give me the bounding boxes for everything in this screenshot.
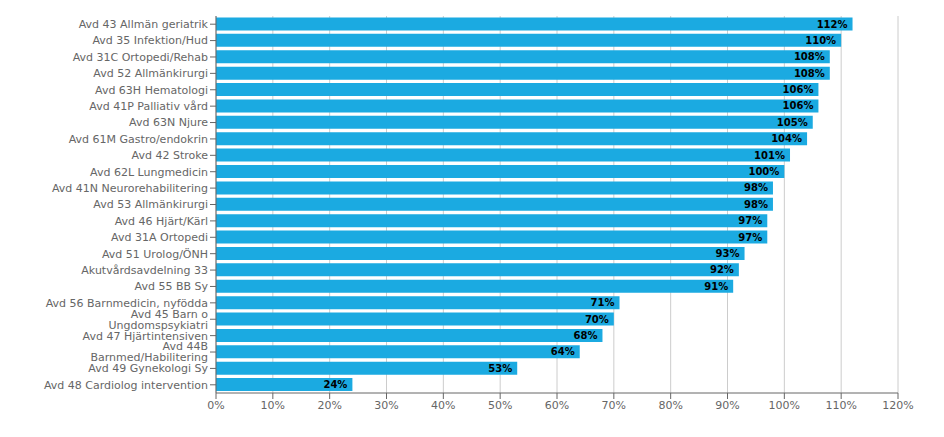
svg-text:Avd 48 Cardiolog intervention: Avd 48 Cardiolog intervention [44,379,208,392]
svg-text:98%: 98% [744,182,768,193]
svg-text:Avd 63N Njure: Avd 63N Njure [129,116,208,129]
svg-text:Avd 43 Allmän geriatrik: Avd 43 Allmän geriatrik [79,18,209,31]
svg-text:50%: 50% [488,399,512,412]
svg-text:24%: 24% [323,379,347,390]
svg-text:Akutvårdsavdelning 33: Akutvårdsavdelning 33 [81,264,208,277]
svg-text:Avd 56 Barnmedicin, nyfödda: Avd 56 Barnmedicin, nyfödda [45,296,208,310]
svg-text:53%: 53% [488,363,512,374]
svg-text:Avd 44BBarnmed/Habilitering: Avd 44BBarnmed/Habilitering [90,340,208,364]
svg-text:Avd 46 Hjärt/Kärl: Avd 46 Hjärt/Kärl [115,215,208,228]
svg-text:97%: 97% [738,215,762,226]
svg-text:92%: 92% [710,264,734,275]
svg-text:Avd 63H Hematologi: Avd 63H Hematologi [95,84,208,97]
svg-text:98%: 98% [744,199,768,210]
svg-text:100%: 100% [748,166,779,177]
svg-text:110%: 110% [825,399,856,412]
svg-text:60%: 60% [545,399,569,412]
svg-text:112%: 112% [817,19,848,30]
svg-text:Avd 35 Infektion/Hud: Avd 35 Infektion/Hud [92,34,208,47]
svg-text:105%: 105% [777,117,808,128]
svg-text:Avd 51 Urolog/ÖNH: Avd 51 Urolog/ÖNH [102,248,208,261]
svg-text:Avd 55 BB Sy: Avd 55 BB Sy [135,280,209,293]
svg-text:Avd 42 Stroke: Avd 42 Stroke [132,149,209,162]
svg-text:106%: 106% [783,100,814,111]
svg-text:10%: 10% [261,399,285,412]
svg-text:106%: 106% [783,84,814,95]
svg-text:97%: 97% [738,232,762,243]
svg-text:Avd 45 Barn oUngdomspsykiatri: Avd 45 Barn oUngdomspsykiatri [109,308,209,332]
svg-text:Avd 41P Palliativ vård: Avd 41P Palliativ vård [89,100,208,113]
svg-text:108%: 108% [794,68,825,79]
svg-text:80%: 80% [658,399,682,412]
svg-text:20%: 20% [317,399,341,412]
svg-text:30%: 30% [374,399,398,412]
svg-text:Avd 49 Gynekologi Sy: Avd 49 Gynekologi Sy [88,362,208,375]
svg-text:Avd 41N Neurorehabilitering: Avd 41N Neurorehabilitering [52,182,208,195]
svg-text:108%: 108% [794,51,825,62]
svg-text:Avd 61M Gastro/endokrin: Avd 61M Gastro/endokrin [69,133,208,146]
svg-text:101%: 101% [754,150,785,161]
svg-text:91%: 91% [704,281,728,292]
svg-text:68%: 68% [574,330,598,341]
svg-text:Avd 31C Ortopedi/Rehab: Avd 31C Ortopedi/Rehab [73,51,208,64]
svg-text:100%: 100% [769,399,800,412]
svg-text:Avd 53 Allmänkirurgi: Avd 53 Allmänkirurgi [93,198,208,211]
svg-text:90%: 90% [715,399,739,412]
svg-text:Avd 47 Hjärtintensiven: Avd 47 Hjärtintensiven [82,329,208,343]
svg-text:Avd 52 Allmänkirurgi: Avd 52 Allmänkirurgi [93,67,208,80]
svg-text:0%: 0% [207,399,224,412]
svg-text:70%: 70% [602,399,626,412]
svg-text:110%: 110% [805,35,836,46]
svg-text:40%: 40% [431,399,455,412]
svg-text:64%: 64% [551,346,575,357]
svg-text:Avd 31A Ortopedi: Avd 31A Ortopedi [111,231,208,244]
svg-text:104%: 104% [771,133,802,144]
svg-text:70%: 70% [585,314,609,325]
svg-text:120%: 120% [882,399,913,412]
svg-text:93%: 93% [716,248,740,259]
svg-text:71%: 71% [591,297,615,308]
svg-text:Avd 62L Lungmedicin: Avd 62L Lungmedicin [90,166,208,179]
